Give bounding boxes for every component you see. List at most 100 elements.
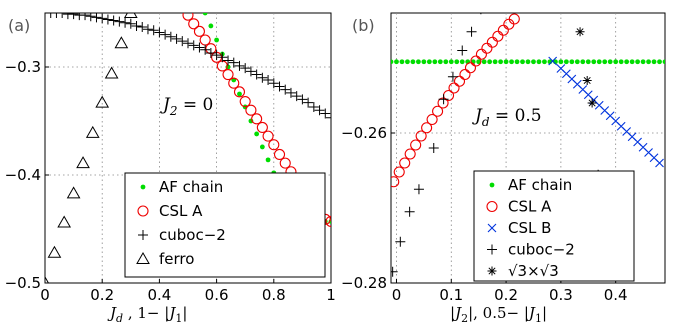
data-point: [399, 59, 405, 65]
data-point: [428, 143, 439, 153]
data-point: [415, 130, 427, 142]
data-point: [548, 56, 558, 66]
data-point: [194, 42, 205, 53]
data-point: [265, 157, 271, 163]
series-circle: [391, 13, 520, 188]
data-point: [95, 95, 110, 108]
data-point: [503, 18, 515, 30]
data-point: [268, 139, 280, 151]
data-point: [171, 33, 182, 44]
data-point: [475, 48, 487, 60]
data-point: [437, 97, 449, 109]
data-point: [216, 60, 228, 72]
data-point: [239, 96, 251, 108]
y-tick-label: −0.3: [5, 58, 41, 76]
x-axis-label-b: |J2|, 0.5− |J1|: [450, 304, 547, 325]
data-point: [57, 215, 72, 228]
data-point: [108, 15, 119, 26]
data-point: [254, 131, 260, 137]
data-point: [542, 59, 547, 65]
data-point: [393, 166, 405, 178]
data-point: [432, 59, 438, 65]
data-point: [91, 13, 102, 23]
marks-a: [45, 13, 331, 283]
data-point: [182, 13, 194, 21]
data-point: [448, 59, 454, 65]
data-point: [454, 59, 460, 65]
x-axis-label-a: Jd , 1− |J1|: [107, 304, 187, 325]
tick-labels-a: 0 0.2 0.4 0.6 0.8 1 −0.5 −0.4 −0.3: [5, 58, 336, 304]
x-axis-label-b-symbol: J: [452, 304, 462, 322]
x-tick-label: 0.2: [494, 286, 518, 304]
x-axis-label-a-symbol: J: [107, 304, 117, 322]
data-point: [492, 59, 498, 65]
data-point: [426, 59, 432, 65]
data-point: [481, 59, 487, 65]
series-cross: [548, 56, 664, 168]
data-point: [657, 59, 662, 65]
data-point: [188, 40, 199, 51]
annotation-a: J2 = 0: [160, 95, 213, 118]
data-point: [137, 22, 148, 33]
legend-marker: [487, 266, 497, 276]
data-point: [662, 59, 665, 65]
x-tick-label: 0.1: [439, 286, 463, 304]
x-axis-label-b-open: |: [450, 304, 455, 322]
data-point: [208, 23, 214, 29]
data-point: [476, 59, 482, 65]
data-point: [459, 59, 465, 65]
data-point: [160, 29, 171, 40]
data-point: [509, 59, 514, 65]
data-point: [45, 13, 56, 18]
data-point: [574, 59, 580, 65]
data-point: [120, 17, 131, 28]
annotation-b-symbol: J: [472, 106, 483, 126]
legend-box: [473, 170, 635, 282]
data-point: [618, 59, 624, 65]
annotation-b-subscript: d: [482, 115, 490, 129]
x-axis-label-b-rest: |, 0.5− |: [468, 304, 529, 322]
x-axis-label-b-end: |: [542, 304, 547, 322]
legend-label: √3×√3: [508, 262, 559, 280]
data-point: [580, 59, 586, 65]
data-point: [492, 30, 504, 42]
data-point: [66, 186, 81, 199]
data-point: [251, 113, 263, 125]
marks-b: [391, 13, 665, 277]
data-point: [525, 59, 531, 65]
data-point: [640, 59, 646, 65]
data-point: [320, 108, 331, 119]
series-dot: [391, 59, 665, 65]
data-point: [303, 97, 314, 108]
x-tick-label: 0.4: [147, 286, 171, 304]
data-point: [297, 94, 308, 105]
data-point: [569, 59, 575, 65]
plot-frame-a: [44, 12, 332, 284]
annotation-a-symbol: J: [160, 95, 171, 115]
data-point: [466, 26, 477, 37]
data-point: [596, 59, 602, 65]
data-point: [131, 20, 142, 31]
data-point: [457, 45, 468, 56]
data-point: [399, 157, 411, 169]
legend-marker: [487, 244, 497, 255]
annotation-b-value: = 0.5: [490, 106, 542, 126]
x-axis-label-b-subscript: 2: [461, 312, 468, 325]
legend-box: [124, 172, 326, 278]
data-point: [437, 59, 443, 65]
data-point: [280, 84, 291, 95]
data-point: [233, 86, 246, 98]
data-point: [391, 59, 394, 65]
data-point: [148, 25, 159, 36]
data-point: [193, 25, 205, 37]
x-tick-label: 0: [392, 286, 402, 304]
data-point: [651, 59, 657, 65]
data-point: [274, 81, 285, 92]
data-point: [102, 14, 113, 25]
data-point: [470, 55, 482, 67]
data-point: [591, 59, 597, 65]
series-plus: [391, 13, 482, 277]
x-tick-label: 1: [326, 286, 336, 304]
data-point: [326, 112, 331, 123]
y-tick-label: −0.5: [5, 274, 41, 292]
